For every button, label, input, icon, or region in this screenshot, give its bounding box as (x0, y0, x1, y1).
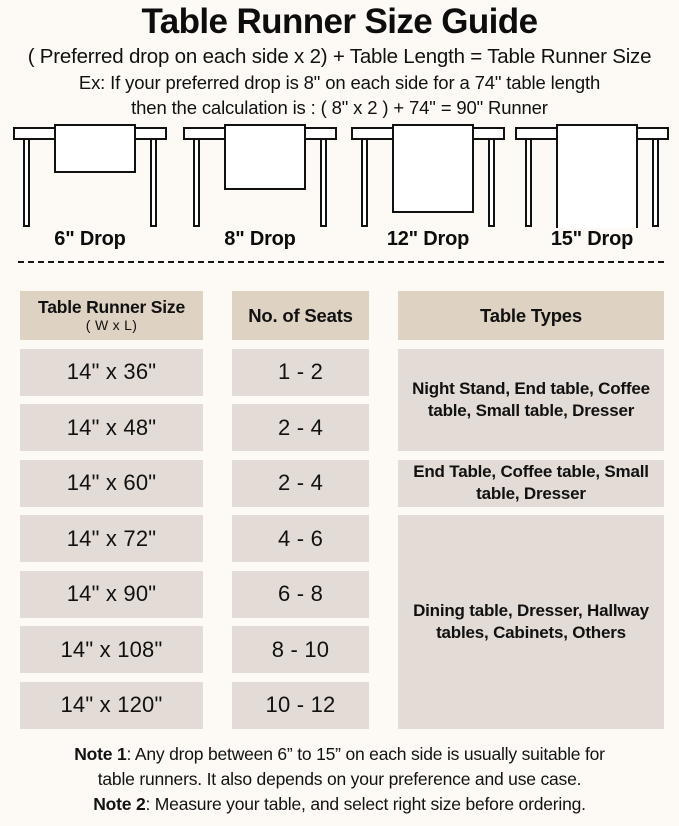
cell-table-types: Dining table, Dresser, Hallway tables, C… (398, 515, 664, 729)
header-runner-size-main: Table Runner Size (38, 297, 185, 317)
drop-label-12: 12" Drop (386, 228, 470, 250)
table-leg-right (150, 137, 157, 227)
example-line-1: Ex: If your preferred drop is 8" on each… (78, 72, 601, 93)
table-figure (10, 124, 170, 233)
cell-seats: 4 - 6 (232, 515, 369, 562)
column-seats: No. of Seats 1 - 2 2 - 4 2 - 4 4 - 6 6 - 8 8 … (232, 291, 369, 729)
cell-runner-size: 14" x 48" (20, 404, 203, 451)
cell-gap (398, 340, 664, 349)
cell-gap (398, 507, 664, 516)
cell-gap (20, 618, 203, 627)
example-line-2: then the calculation is : ( 8" x 2 ) + 7… (131, 97, 548, 118)
seats-cells: 1 - 2 2 - 4 2 - 4 4 - 6 6 - 8 8 - 10 10 - 12 (232, 340, 369, 729)
table-with-runner-icon (13, 124, 167, 227)
table-leg-left (361, 137, 368, 227)
table-figure (180, 124, 340, 233)
cell-runner-size: 14" x 36" (20, 348, 203, 396)
cell-runner-size: 14" x 120" (20, 681, 203, 729)
table-runner (392, 124, 474, 213)
formula-line: ( Preferred drop on each side x 2) + Tab… (27, 45, 652, 68)
cell-seats: 2 - 4 (232, 404, 369, 451)
table-runner (54, 124, 136, 173)
drop-label-6: 6" Drop (54, 228, 126, 250)
cell-table-types: Night Stand, End table, Coffee table, Sm… (398, 348, 664, 451)
table-runner (224, 124, 306, 190)
table-figure (348, 124, 508, 233)
notes-section: Note 1: Any drop between 6” to 15” on ea… (0, 742, 679, 817)
drop-label-15: 15" Drop (550, 228, 634, 250)
cell-gap (20, 396, 203, 405)
runner-size-cells: 14" x 36" 14" x 48" 14" x 60" 14" x 72" 14" … (20, 340, 203, 729)
page-header: Table Runner Size Guide ( Preferred drop… (0, 0, 679, 120)
table-with-runner-icon (515, 124, 669, 230)
cell-gap (20, 340, 203, 349)
cell-gap (232, 451, 369, 460)
cell-seats: 8 - 10 (232, 626, 369, 673)
table-leg-right (488, 137, 495, 227)
header-table-types-label: Table Types (480, 304, 582, 326)
column-table-types: Table Types Night Stand, End table, Coff… (398, 291, 664, 729)
page-title: Table Runner Size Guide (141, 2, 539, 41)
cell-seats: 6 - 8 (232, 570, 369, 618)
cell-gap (20, 451, 203, 460)
column-runner-size: Table Runner Size ( W x L) 14" x 36" 14" … (20, 291, 203, 729)
table-with-runner-icon (183, 124, 337, 227)
cell-gap (232, 562, 369, 571)
cell-gap (232, 396, 369, 405)
note-1-label: Note 1 (74, 744, 127, 764)
table-with-runner-icon (351, 124, 505, 227)
header-seats: No. of Seats (232, 291, 369, 340)
cell-seats: 1 - 2 (232, 348, 369, 396)
note-2-label: Note 2 (93, 794, 146, 814)
table-types-cells: Night Stand, End table, Coffee table, Sm… (398, 340, 664, 729)
cell-gap (232, 507, 369, 516)
cell-gap (20, 562, 203, 571)
cell-gap (20, 673, 203, 682)
table-leg-right (652, 137, 659, 227)
table-figure (512, 124, 672, 233)
cell-runner-size: 14" x 60" (20, 459, 203, 507)
cell-seats: 10 - 12 (232, 681, 369, 729)
cell-runner-size: 14" x 90" (20, 570, 203, 618)
header-runner-size-sub: ( W x L) (85, 317, 138, 333)
table-leg-left (23, 137, 30, 227)
cell-gap (232, 673, 369, 682)
note-2-line: Note 2: Measure your table, and select r… (0, 792, 679, 817)
drop-diagram-strip: 6" Drop 8" Drop 12" Drop 15" Drop (0, 124, 679, 274)
note-1-line-1: Note 1: Any drop between 6” to 15” on ea… (0, 742, 679, 767)
size-table: Table Runner Size ( W x L) 14" x 36" 14" … (0, 291, 679, 733)
cell-runner-size: 14" x 108" (20, 626, 203, 673)
drop-label-8: 8" Drop (224, 228, 296, 250)
cell-gap (232, 340, 369, 349)
cell-gap (20, 507, 203, 516)
table-leg-left (525, 137, 532, 227)
cell-gap (398, 451, 664, 460)
note-2-text: : Measure your table, and select right s… (145, 794, 586, 814)
drop-labels: 6" Drop 8" Drop 12" Drop 15" Drop (0, 228, 679, 256)
header-runner-size: Table Runner Size ( W x L) (20, 291, 203, 340)
table-leg-right (320, 137, 327, 227)
note-1-line-2: table runners. It also depends on your p… (97, 769, 582, 789)
cell-table-types: End Table, Coffee table, Small table, Dr… (398, 459, 664, 507)
cell-runner-size: 14" x 72" (20, 515, 203, 562)
cell-seats: 2 - 4 (232, 459, 369, 507)
dashed-divider (18, 261, 664, 263)
cell-gap (232, 618, 369, 627)
header-table-types: Table Types (398, 291, 664, 340)
header-seats-label: No. of Seats (248, 304, 353, 326)
table-runner (556, 124, 638, 230)
note-1-text: : Any drop between 6” to 15” on each sid… (126, 744, 605, 764)
table-leg-left (193, 137, 200, 227)
